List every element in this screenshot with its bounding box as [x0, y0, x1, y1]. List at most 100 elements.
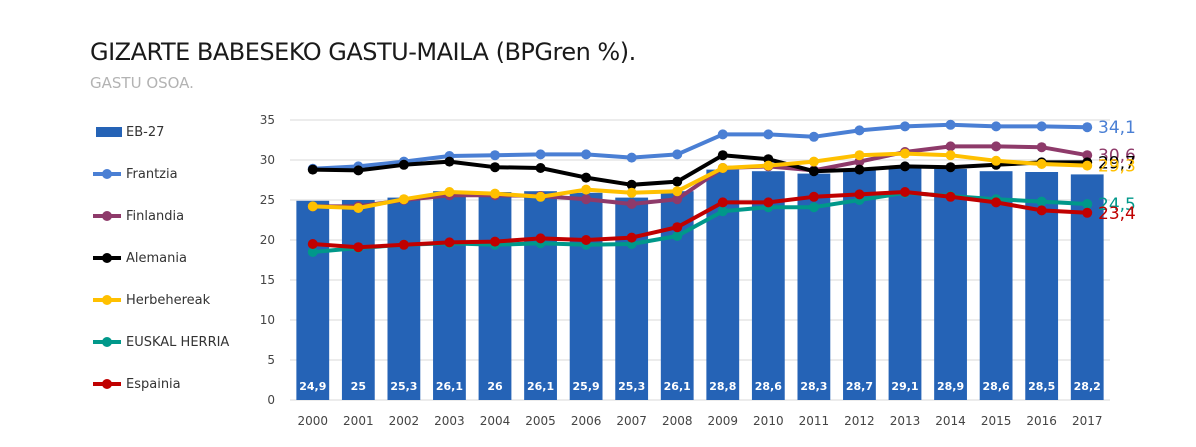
legend-swatch — [93, 337, 121, 347]
x-tick-label: 2001 — [343, 414, 374, 428]
line-alemania — [310, 153, 1090, 187]
point-herbehereak — [900, 148, 910, 159]
y-tick-label: 25 — [260, 193, 275, 207]
legend-swatch — [93, 295, 121, 305]
x-tick-label: 2010 — [753, 414, 784, 428]
point-euskal-herria — [1036, 196, 1047, 207]
end-label-herbehereak: 29,3 — [1098, 157, 1136, 177]
point-finlandia — [672, 194, 683, 205]
legend-label: Alemania — [126, 250, 187, 266]
point-frantzia — [626, 152, 637, 163]
point-espainia — [581, 235, 592, 245]
point-frantzia — [490, 150, 500, 161]
chart-subtitle: GASTU OSOA. — [90, 74, 194, 92]
point-frantzia — [991, 121, 1002, 132]
legend-item-frantzia: Frantzia — [90, 164, 178, 184]
bar-eb27 — [341, 200, 375, 400]
end-label-finlandia: 30,6 — [1098, 146, 1136, 166]
legend-label: Frantzia — [126, 166, 178, 182]
point-herbehereak — [854, 150, 865, 161]
y-tick-label: 0 — [267, 393, 275, 407]
bar-eb27 — [615, 197, 649, 400]
point-herbehereak — [1036, 159, 1047, 169]
bar-eb27 — [843, 170, 876, 400]
point-espainia — [307, 239, 318, 249]
point-frantzia — [581, 149, 592, 160]
point-herbehereak — [717, 163, 728, 173]
bar-data-label: 25,3 — [618, 380, 645, 393]
point-herbehereak — [398, 194, 409, 205]
x-tick-label: 2004 — [480, 414, 511, 428]
point-finlandia — [991, 141, 1002, 152]
point-frantzia — [900, 121, 910, 132]
bar-data-label: 28,9 — [937, 380, 964, 393]
point-euskal-herria — [808, 202, 819, 213]
point-espainia — [398, 239, 409, 250]
bar-data-label: 24,9 — [299, 380, 326, 393]
point-finlandia — [1036, 142, 1047, 153]
legend-item-espainia: Espainia — [90, 374, 181, 394]
point-espainia — [991, 197, 1002, 208]
point-frantzia — [1082, 122, 1093, 133]
point-alemania — [854, 164, 865, 175]
end-label-alemania: 29,7 — [1098, 153, 1136, 173]
x-tick-label: 2012 — [844, 414, 875, 428]
legend-item-euskal-herria: EUSKAL HERRIA — [90, 332, 229, 352]
legend-swatch — [93, 379, 121, 389]
line-frantzia — [310, 122, 1090, 171]
bar-data-label: 25,9 — [573, 380, 600, 393]
legend-item-alemania: Alemania — [90, 248, 187, 268]
point-herbehereak — [444, 187, 455, 197]
point-herbehereak — [353, 203, 364, 213]
bar-eb27 — [387, 197, 421, 400]
bar-eb27 — [478, 192, 512, 400]
point-herbehereak — [763, 160, 774, 171]
bar-data-label: 29,1 — [891, 380, 918, 393]
y-tick-label: 35 — [260, 113, 275, 127]
x-tick-label: 2016 — [1026, 414, 1057, 428]
end-label-frantzia: 34,1 — [1098, 118, 1136, 138]
point-espainia — [717, 197, 728, 208]
x-tick-label: 2013 — [890, 414, 921, 428]
point-espainia — [626, 232, 637, 243]
point-alemania — [626, 179, 637, 190]
point-espainia — [490, 236, 500, 247]
point-herbehereak — [581, 184, 592, 195]
point-herbehereak — [672, 186, 683, 197]
legend-label: EUSKAL HERRIA — [126, 334, 230, 350]
point-alemania — [672, 176, 683, 187]
bar-data-label: 26,1 — [664, 380, 691, 393]
legend-item-finlandia: Finlandia — [90, 206, 184, 226]
point-espainia — [945, 191, 956, 202]
point-finlandia — [581, 194, 592, 205]
point-alemania — [808, 166, 819, 177]
point-espainia — [854, 189, 865, 200]
point-alemania — [490, 162, 500, 173]
x-tick-label: 2011 — [799, 414, 830, 428]
point-espainia — [1036, 205, 1047, 216]
legend-swatch — [93, 253, 121, 263]
bar-data-label: 25,3 — [390, 380, 417, 393]
line-finlandia — [310, 144, 1090, 209]
bar-data-label: 28,7 — [846, 380, 873, 393]
bar-eb27 — [979, 171, 1013, 400]
point-espainia — [672, 222, 683, 233]
point-alemania — [307, 164, 318, 175]
bar-eb27 — [296, 200, 330, 400]
line-espainia — [310, 190, 1090, 250]
point-herbehereak — [808, 156, 819, 167]
point-alemania — [900, 161, 910, 172]
y-tick-label: 20 — [260, 233, 275, 247]
point-euskal-herria — [717, 206, 728, 217]
legend-label: Finlandia — [126, 208, 185, 224]
legend-item-eb-27: EB-27 — [90, 122, 164, 142]
x-tick-label: 2007 — [616, 414, 647, 428]
bar-eb27 — [934, 168, 967, 400]
legend-swatch — [96, 127, 122, 137]
point-euskal-herria — [307, 247, 318, 257]
point-herbehereak — [626, 187, 637, 198]
legend-label: EB-27 — [126, 124, 165, 140]
point-alemania — [717, 150, 728, 161]
x-tick-label: 2015 — [981, 414, 1012, 428]
point-finlandia — [626, 199, 637, 209]
